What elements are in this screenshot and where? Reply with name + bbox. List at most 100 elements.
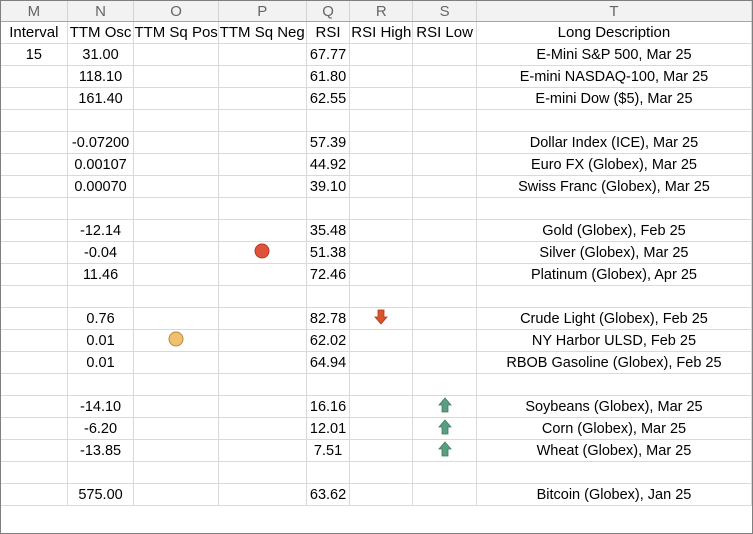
long-description-cell[interactable] [476, 285, 752, 308]
rsi-cell[interactable]: 51.38 [306, 241, 351, 264]
ttm-sq-pos-cell[interactable] [133, 263, 219, 286]
ttm-osc-cell[interactable]: 31.00 [67, 43, 135, 66]
ttm-sq-pos-cell[interactable] [133, 131, 219, 154]
interval-cell[interactable] [1, 439, 68, 462]
ttm-sq-neg-cell[interactable] [218, 439, 307, 462]
ttm-sq-neg-cell[interactable] [218, 263, 307, 286]
ttm-sq-pos-cell[interactable] [133, 109, 219, 132]
rsi-low-cell[interactable] [412, 241, 477, 264]
rsi-low-cell[interactable] [412, 483, 477, 506]
long-description-cell[interactable]: E-Mini S&P 500, Mar 25 [476, 43, 752, 66]
rsi-high-cell[interactable] [349, 263, 414, 286]
rsi-high-cell[interactable] [349, 439, 414, 462]
rsi-low-cell[interactable] [412, 175, 477, 198]
ttm-sq-neg-cell[interactable] [218, 241, 307, 264]
ttm-sq-pos-cell[interactable] [133, 175, 219, 198]
rsi-cell[interactable]: 67.77 [306, 43, 351, 66]
ttm-sq-neg-cell[interactable] [218, 461, 307, 484]
interval-cell[interactable] [1, 329, 68, 352]
long-description-cell[interactable]: RBOB Gasoline (Globex), Feb 25 [476, 351, 752, 374]
interval-cell[interactable] [1, 131, 68, 154]
rsi-low-cell[interactable] [412, 263, 477, 286]
ttm-sq-pos-cell[interactable] [133, 483, 219, 506]
interval-cell[interactable] [1, 395, 68, 418]
rsi-high-cell[interactable] [349, 417, 414, 440]
field-header-cell[interactable]: Long Description [476, 21, 752, 44]
ttm-sq-neg-cell[interactable] [218, 87, 307, 110]
column-header-r[interactable]: R [349, 1, 414, 22]
ttm-osc-cell[interactable]: -0.04 [67, 241, 135, 264]
rsi-low-cell[interactable] [412, 395, 477, 418]
rsi-cell[interactable]: 62.02 [306, 329, 351, 352]
ttm-osc-cell[interactable]: -12.14 [67, 219, 135, 242]
rsi-high-cell[interactable] [349, 65, 414, 88]
ttm-osc-cell[interactable] [67, 461, 135, 484]
long-description-cell[interactable]: NY Harbor ULSD, Feb 25 [476, 329, 752, 352]
column-header-p[interactable]: P [218, 1, 307, 22]
field-header-cell[interactable]: TTM Osc [67, 21, 135, 44]
ttm-sq-neg-cell[interactable] [218, 219, 307, 242]
rsi-low-cell[interactable] [412, 131, 477, 154]
long-description-cell[interactable]: Platinum (Globex), Apr 25 [476, 263, 752, 286]
field-header-cell[interactable]: RSI High [349, 21, 414, 44]
rsi-low-cell[interactable] [412, 439, 477, 462]
rsi-high-cell[interactable] [349, 219, 414, 242]
ttm-sq-pos-cell[interactable] [133, 307, 219, 330]
ttm-sq-neg-cell[interactable] [218, 329, 307, 352]
field-header-cell[interactable]: RSI Low [412, 21, 477, 44]
ttm-osc-cell[interactable] [67, 109, 135, 132]
rsi-high-cell[interactable] [349, 461, 414, 484]
rsi-cell[interactable] [306, 373, 351, 396]
field-header-cell[interactable]: TTM Sq Pos [133, 21, 219, 44]
interval-cell[interactable] [1, 285, 68, 308]
long-description-cell[interactable]: Gold (Globex), Feb 25 [476, 219, 752, 242]
long-description-cell[interactable]: Euro FX (Globex), Mar 25 [476, 153, 752, 176]
rsi-low-cell[interactable] [412, 417, 477, 440]
interval-cell[interactable] [1, 219, 68, 242]
long-description-cell[interactable] [476, 461, 752, 484]
rsi-cell[interactable]: 82.78 [306, 307, 351, 330]
ttm-sq-pos-cell[interactable] [133, 153, 219, 176]
rsi-cell[interactable] [306, 285, 351, 308]
ttm-sq-neg-cell[interactable] [218, 153, 307, 176]
rsi-cell[interactable]: 35.48 [306, 219, 351, 242]
ttm-osc-cell[interactable]: -0.07200 [67, 131, 135, 154]
ttm-osc-cell[interactable]: 11.46 [67, 263, 135, 286]
ttm-osc-cell[interactable]: 0.00070 [67, 175, 135, 198]
ttm-osc-cell[interactable]: 0.00107 [67, 153, 135, 176]
ttm-osc-cell[interactable] [67, 373, 135, 396]
rsi-cell[interactable] [306, 461, 351, 484]
interval-cell[interactable] [1, 197, 68, 220]
rsi-cell[interactable]: 72.46 [306, 263, 351, 286]
long-description-cell[interactable]: E-mini Dow ($5), Mar 25 [476, 87, 752, 110]
interval-cell[interactable] [1, 65, 68, 88]
rsi-high-cell[interactable] [349, 131, 414, 154]
interval-cell[interactable]: 15 [1, 43, 68, 66]
rsi-high-cell[interactable] [349, 351, 414, 374]
interval-cell[interactable] [1, 109, 68, 132]
rsi-low-cell[interactable] [412, 109, 477, 132]
ttm-osc-cell[interactable]: 0.01 [67, 351, 135, 374]
long-description-cell[interactable]: Wheat (Globex), Mar 25 [476, 439, 752, 462]
rsi-cell[interactable]: 39.10 [306, 175, 351, 198]
rsi-high-cell[interactable] [349, 241, 414, 264]
ttm-osc-cell[interactable]: 0.01 [67, 329, 135, 352]
long-description-cell[interactable]: Corn (Globex), Mar 25 [476, 417, 752, 440]
interval-cell[interactable] [1, 483, 68, 506]
rsi-cell[interactable]: 63.62 [306, 483, 351, 506]
interval-cell[interactable] [1, 373, 68, 396]
interval-cell[interactable] [1, 87, 68, 110]
ttm-sq-pos-cell[interactable] [133, 219, 219, 242]
ttm-sq-pos-cell[interactable] [133, 43, 219, 66]
rsi-high-cell[interactable] [349, 197, 414, 220]
column-header-t[interactable]: T [476, 1, 752, 22]
ttm-sq-neg-cell[interactable] [218, 175, 307, 198]
ttm-osc-cell[interactable] [67, 285, 135, 308]
ttm-sq-pos-cell[interactable] [133, 329, 219, 352]
long-description-cell[interactable]: Silver (Globex), Mar 25 [476, 241, 752, 264]
ttm-osc-cell[interactable] [67, 197, 135, 220]
rsi-cell[interactable]: 61.80 [306, 65, 351, 88]
rsi-low-cell[interactable] [412, 65, 477, 88]
ttm-sq-pos-cell[interactable] [133, 461, 219, 484]
rsi-cell[interactable]: 44.92 [306, 153, 351, 176]
